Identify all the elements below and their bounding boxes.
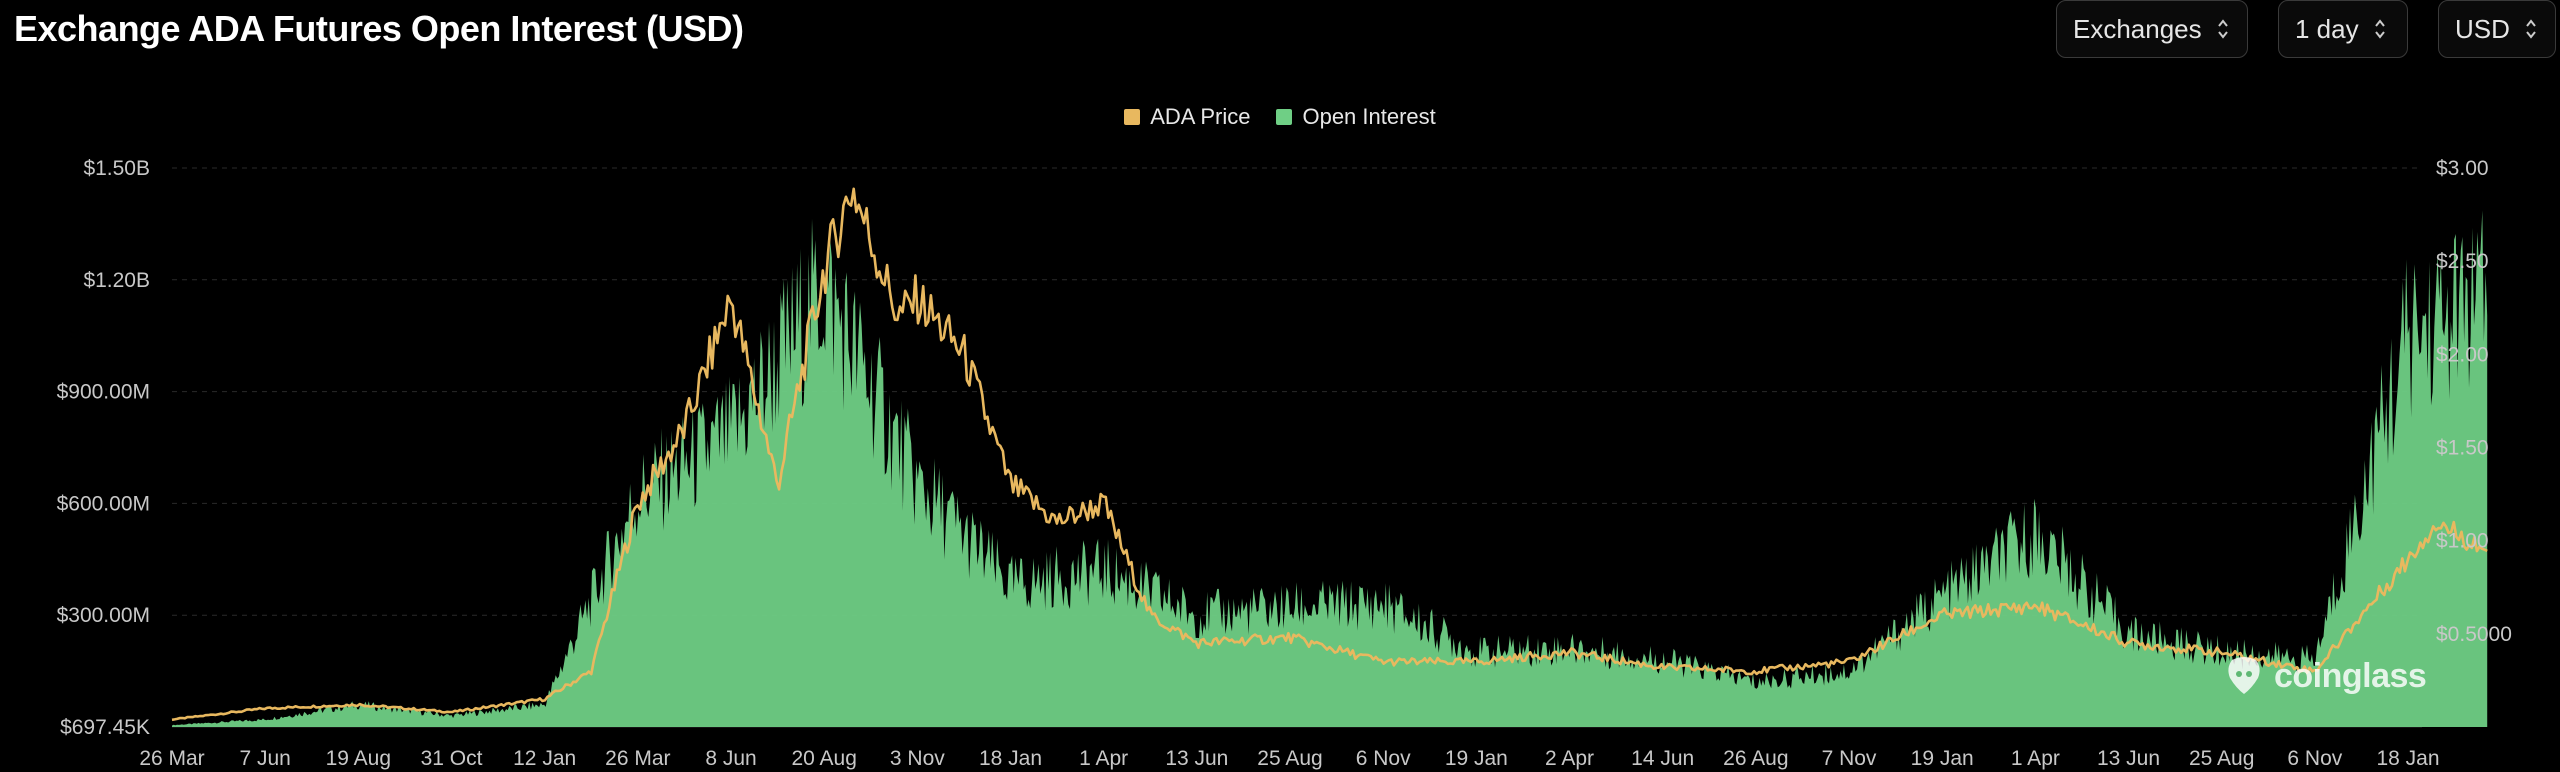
updown-chevron-icon: [2216, 17, 2230, 41]
x-tick-label: 18 Jan: [2376, 747, 2439, 770]
y-right-tick-label: $1.00: [2436, 530, 2489, 553]
x-tick-label: 19 Jan: [1445, 747, 1508, 770]
y-right-tick-label: $2.50: [2436, 250, 2489, 273]
y-right-tick-label: $3.00: [2436, 157, 2489, 180]
x-tick-label: 26 Mar: [139, 747, 204, 770]
x-tick-label: 3 Nov: [890, 747, 945, 770]
x-tick-label: 13 Jun: [2097, 747, 2160, 770]
y-axis-right: $0.5000 $1.00 $1.50 $2.00 $2.50 $3.00: [2436, 157, 2512, 646]
open-interest-series: [172, 210, 2488, 727]
y-right-tick-label: $0.5000: [2436, 623, 2512, 646]
legend-label-open-interest: Open Interest: [1302, 104, 1436, 129]
x-tick-label: 14 Jun: [1631, 747, 1694, 770]
chart-controls: Exchanges 1 day USD: [2056, 0, 2556, 58]
x-tick-label: 8 Jun: [705, 747, 756, 770]
x-axis: 26 Mar 7 Jun 19 Aug 31 Oct 12 Jan 26 Mar 8 Jun…: [139, 747, 2439, 770]
x-tick-label: 7 Nov: [1822, 747, 1877, 770]
y-axis-left: $697.45K $300.00M $600.00M $900.00M $1.20B $1…: [57, 157, 150, 739]
x-tick-label: 19 Jan: [1911, 747, 1974, 770]
x-tick-label: 31 Oct: [421, 747, 483, 770]
page-title: Exchange ADA Futures Open Interest (USD): [14, 8, 744, 49]
currency-select-label: USD: [2455, 13, 2510, 44]
y-left-tick-label: $1.20B: [83, 269, 150, 292]
chart-legend: ADA Price Open Interest: [0, 104, 2560, 130]
x-tick-label: 2 Apr: [1545, 747, 1594, 770]
x-tick-label: 19 Aug: [326, 747, 391, 770]
legend-item-price[interactable]: ADA Price: [1124, 104, 1250, 130]
y-left-tick-label: $300.00M: [57, 604, 150, 627]
y-right-tick-label: $2.00: [2436, 343, 2489, 366]
x-tick-label: 20 Aug: [791, 747, 856, 770]
interval-select-label: 1 day: [2295, 13, 2359, 44]
ada-price-series: [171, 187, 2488, 722]
interval-select[interactable]: 1 day: [2278, 0, 2408, 58]
x-tick-label: 26 Aug: [1723, 747, 1788, 770]
y-left-tick-label: $600.00M: [57, 492, 150, 515]
x-tick-label: 26 Mar: [605, 747, 670, 770]
y-left-tick-label: $900.00M: [57, 381, 150, 404]
coinglass-watermark: coinglass: [2222, 654, 2427, 698]
coinglass-logo-icon: [2228, 657, 2260, 694]
watermark-text: coinglass: [2274, 656, 2427, 695]
y-right-tick-label: $1.50: [2436, 437, 2489, 460]
y-left-tick-label: $1.50B: [83, 157, 150, 180]
x-tick-label: 25 Aug: [2189, 747, 2254, 770]
x-tick-label: 1 Apr: [1079, 747, 1128, 770]
x-tick-label: 12 Jan: [513, 747, 576, 770]
ada-price-line: [171, 187, 2488, 722]
exchanges-select[interactable]: Exchanges: [2056, 0, 2248, 58]
x-tick-label: 6 Nov: [2287, 747, 2342, 770]
exchanges-select-label: Exchanges: [2073, 13, 2202, 44]
x-tick-label: 6 Nov: [1356, 747, 1411, 770]
updown-chevron-icon: [2524, 17, 2538, 41]
open-interest-area: [172, 210, 2488, 727]
x-tick-label: 25 Aug: [1257, 747, 1322, 770]
legend-item-open-interest[interactable]: Open Interest: [1276, 104, 1436, 130]
currency-select[interactable]: USD: [2438, 0, 2556, 58]
x-tick-label: 7 Jun: [239, 747, 290, 770]
y-left-tick-label: $697.45K: [60, 716, 150, 739]
legend-label-price: ADA Price: [1150, 104, 1251, 129]
x-tick-label: 18 Jan: [979, 747, 1042, 770]
x-tick-label: 13 Jun: [1165, 747, 1228, 770]
x-tick-label: 1 Apr: [2011, 747, 2060, 770]
updown-chevron-icon: [2373, 17, 2387, 41]
legend-swatch-price: [1124, 109, 1141, 125]
legend-swatch-open-interest: [1276, 109, 1293, 125]
